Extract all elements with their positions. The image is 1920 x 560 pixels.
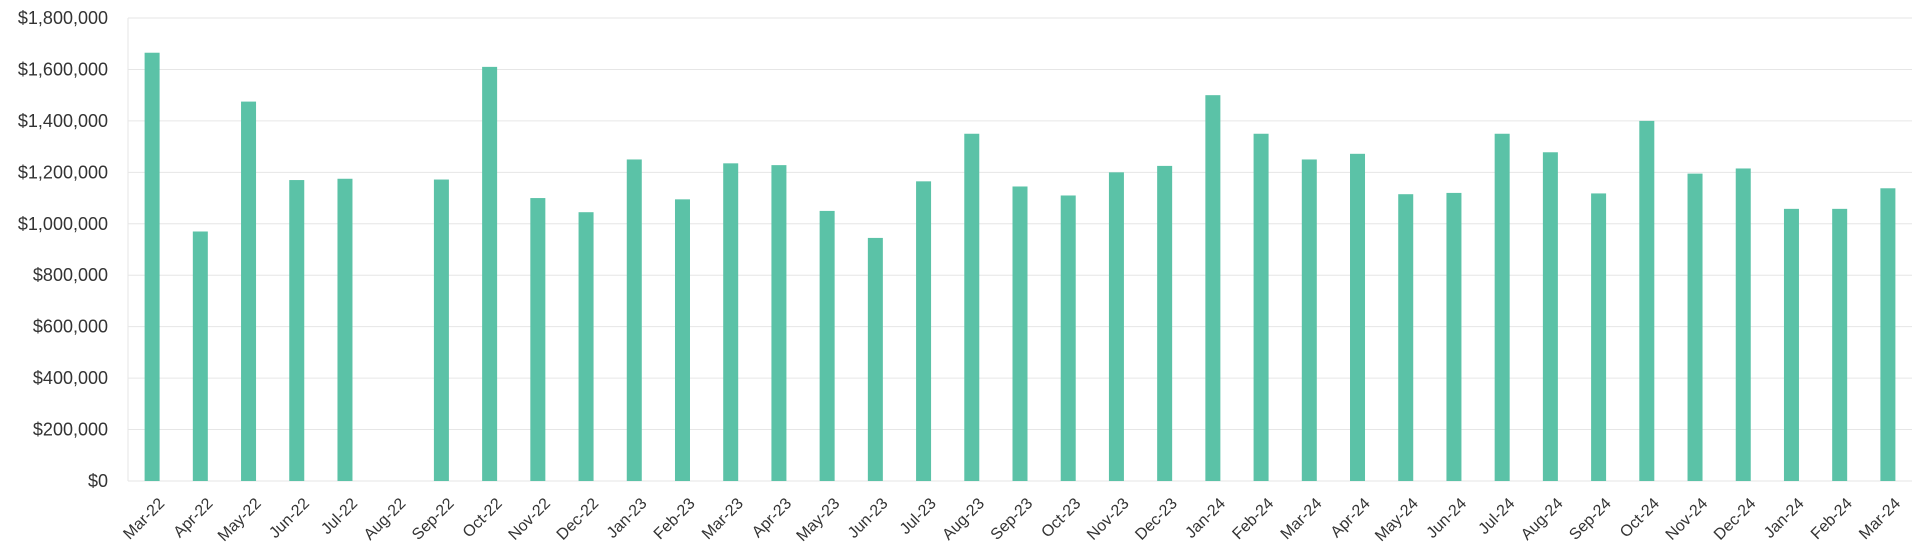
x-tick-label: Apr-23 [749, 495, 795, 541]
bar-may-22 [241, 101, 257, 481]
bars [144, 52, 1896, 482]
x-tick-label: Oct-22 [460, 495, 506, 541]
bar-may-23 [819, 210, 835, 481]
y-tick-label: $400,000 [33, 368, 108, 388]
x-tick-label: Jul-22 [318, 495, 361, 538]
x-tick-label: Oct-23 [1038, 495, 1084, 541]
bar-mar-24 [1301, 159, 1317, 481]
y-tick-label: $600,000 [33, 317, 108, 337]
y-tick-label: $800,000 [33, 265, 108, 285]
x-tick-label: Feb-24 [1229, 495, 1277, 543]
y-tick-label: $1,400,000 [18, 111, 108, 131]
x-tick-label: Nov-24 [1663, 495, 1712, 544]
bar-may-24 [1398, 194, 1414, 482]
bar-nov-24 [1687, 173, 1703, 481]
x-tick-label: Mar-23 [699, 495, 747, 543]
bar-aug-23 [964, 133, 980, 481]
bar-jan-23 [626, 159, 642, 481]
bar-sep-24 [1591, 193, 1607, 482]
x-tick-label: Feb-24 [1808, 495, 1856, 543]
bar-jul-22 [337, 178, 353, 481]
x-tick-label: Dec-22 [554, 495, 603, 544]
x-tick-label: Jul-23 [897, 495, 940, 538]
bar-oct-22 [482, 66, 498, 481]
bar-jun-23 [867, 237, 883, 481]
bar-jul-24 [1494, 133, 1510, 481]
bar-feb-23 [674, 199, 690, 481]
bar-oct-24 [1639, 120, 1655, 481]
x-tick-label: Sep-24 [1566, 495, 1615, 544]
x-tick-label: May-22 [215, 495, 265, 545]
bar-dec-24 [1735, 168, 1751, 481]
x-tick-label: Apr-22 [171, 495, 217, 541]
x-tick-label: Mar-24 [1278, 495, 1326, 543]
x-tick-label: Mar-24 [1856, 495, 1904, 543]
x-tick-label: May-24 [1372, 495, 1422, 545]
bar-sep-23 [1012, 186, 1028, 481]
x-tick-label: Nov-23 [1084, 495, 1133, 544]
x-tick-label: Oct-24 [1617, 495, 1663, 541]
bar-nov-22 [530, 198, 546, 482]
bar-dec-23 [1157, 165, 1173, 481]
y-tick-label: $1,600,000 [18, 59, 108, 79]
x-tick-label: Apr-24 [1328, 495, 1374, 541]
x-tick-label: Jun-22 [266, 495, 313, 542]
bar-oct-23 [1060, 195, 1076, 481]
bar-jan-24 [1783, 208, 1799, 481]
bar-mar-24 [1880, 188, 1896, 481]
x-tick-label: Aug-24 [1518, 495, 1567, 544]
bar-jun-24 [1446, 192, 1462, 481]
y-tick-label: $200,000 [33, 420, 108, 440]
x-tick-label: Jan-24 [1182, 495, 1229, 542]
x-tick-label: Aug-23 [939, 495, 988, 544]
x-tick-label: Jun-24 [1424, 495, 1471, 542]
bar-mar-23 [723, 163, 739, 481]
bar-jun-22 [289, 180, 305, 482]
x-tick-label: Sep-23 [988, 495, 1037, 544]
y-tick-label: $1,200,000 [18, 162, 108, 182]
x-tick-label: Nov-22 [506, 495, 555, 544]
bar-apr-24 [1350, 153, 1366, 481]
x-tick-label: May-23 [794, 495, 844, 545]
x-tick-label: Jun-23 [845, 495, 892, 542]
bar-sep-22 [433, 179, 449, 481]
x-tick-label: Jul-24 [1476, 495, 1519, 538]
y-tick-label: $1,000,000 [18, 214, 108, 234]
x-tick-label: Jan-23 [604, 495, 651, 542]
bar-apr-22 [192, 231, 208, 481]
bar-nov-23 [1108, 172, 1124, 482]
bar-jul-23 [916, 181, 932, 481]
x-tick-label: Feb-23 [651, 495, 699, 543]
bar-feb-24 [1253, 133, 1269, 481]
bar-mar-22 [144, 52, 160, 481]
x-tick-label: Aug-22 [361, 495, 410, 544]
bar-aug-24 [1542, 152, 1558, 481]
x-tick-label: Dec-23 [1132, 495, 1181, 544]
bar-jan-24 [1205, 95, 1221, 482]
y-tick-label: $1,800,000 [18, 8, 108, 28]
x-tick-label: Mar-22 [120, 495, 168, 543]
x-tick-label: Jan-24 [1761, 495, 1808, 542]
bar-apr-23 [771, 165, 787, 481]
bar-dec-22 [578, 212, 594, 482]
y-tick-label: $0 [88, 471, 108, 491]
x-tick-label: Sep-22 [409, 495, 458, 544]
bar-feb-24 [1832, 208, 1848, 481]
x-tick-label: Dec-24 [1711, 495, 1760, 544]
y-axis: $0 $200,000 $400,000 $600,000 $800,000 $1,000… [18, 8, 108, 491]
